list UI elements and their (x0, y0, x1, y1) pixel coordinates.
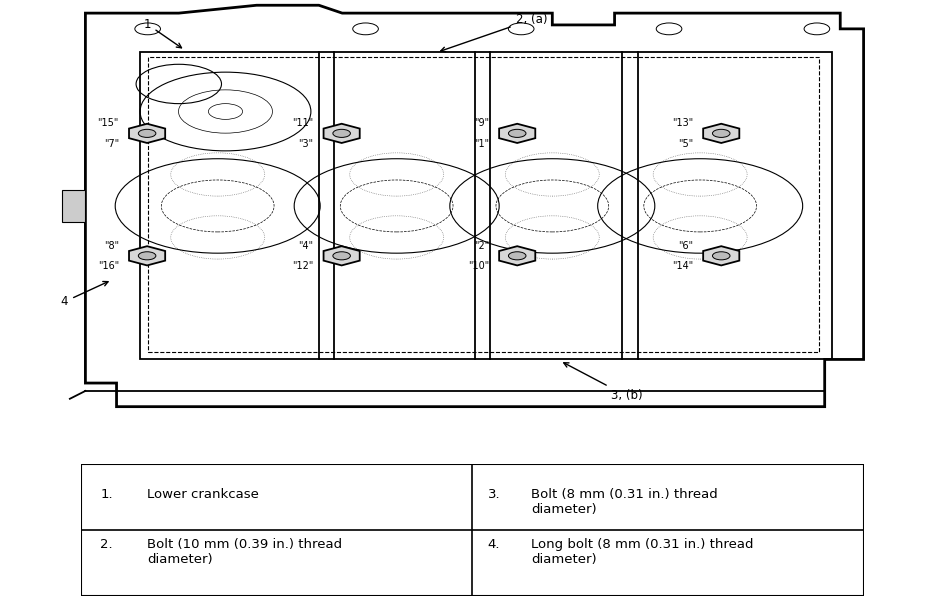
Polygon shape (499, 246, 535, 265)
Text: "11": "11" (292, 118, 313, 128)
Polygon shape (129, 246, 165, 265)
Text: "7": "7" (103, 138, 119, 149)
Text: "12": "12" (292, 261, 313, 271)
Polygon shape (324, 246, 360, 265)
Text: "5": "5" (678, 138, 693, 149)
Text: 1.: 1. (101, 488, 113, 501)
Text: "16": "16" (98, 261, 119, 271)
Circle shape (713, 252, 730, 260)
Text: Lower crankcase: Lower crankcase (147, 488, 259, 501)
Text: Long bolt (8 mm (0.31 in.) thread
diameter): Long bolt (8 mm (0.31 in.) thread diamet… (530, 538, 754, 566)
Text: 3, (b): 3, (b) (564, 363, 642, 403)
Text: 4: 4 (61, 282, 108, 308)
Polygon shape (324, 124, 360, 143)
Text: "8": "8" (103, 241, 119, 250)
Text: "13": "13" (672, 118, 693, 128)
Text: "1": "1" (474, 138, 489, 149)
Polygon shape (62, 190, 85, 222)
Polygon shape (703, 246, 739, 265)
Text: "6": "6" (678, 241, 693, 250)
Text: "3": "3" (298, 138, 313, 149)
Text: 2, (a): 2, (a) (440, 13, 548, 52)
Circle shape (509, 252, 526, 260)
Circle shape (509, 129, 526, 137)
Text: 3.: 3. (488, 488, 500, 501)
Circle shape (139, 129, 156, 137)
Circle shape (713, 129, 730, 137)
Text: "2": "2" (474, 241, 489, 250)
Text: 2.: 2. (101, 538, 113, 551)
Text: 4.: 4. (488, 538, 500, 551)
Text: Bolt (10 mm (0.39 in.) thread
diameter): Bolt (10 mm (0.39 in.) thread diameter) (147, 538, 343, 566)
Text: Bolt (8 mm (0.31 in.) thread
diameter): Bolt (8 mm (0.31 in.) thread diameter) (530, 488, 717, 516)
Bar (140, 53, 832, 359)
Text: "9": "9" (474, 118, 489, 128)
Circle shape (333, 252, 350, 260)
Polygon shape (499, 124, 535, 143)
Bar (148, 57, 820, 352)
Polygon shape (129, 124, 165, 143)
Text: "15": "15" (98, 118, 119, 128)
Text: 1: 1 (143, 17, 181, 48)
Polygon shape (703, 124, 739, 143)
Text: "10": "10" (468, 261, 489, 271)
Text: "4": "4" (298, 241, 313, 250)
Text: "14": "14" (672, 261, 693, 271)
Circle shape (139, 252, 156, 260)
Circle shape (333, 129, 350, 137)
